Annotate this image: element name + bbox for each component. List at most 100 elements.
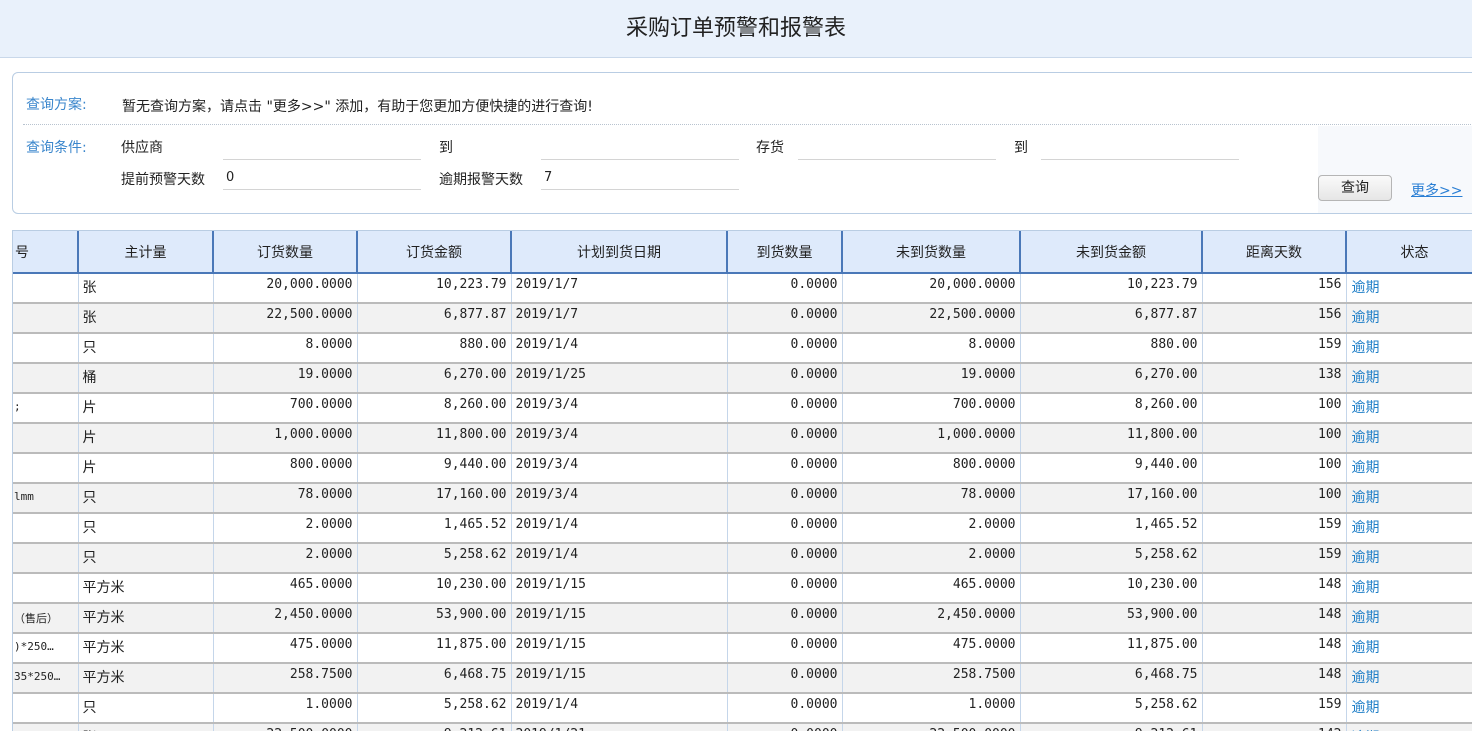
- search-button[interactable]: 查询: [1318, 175, 1392, 201]
- arrived-qty-cell: 0.0000: [727, 303, 843, 334]
- arrived-qty-cell: 0.0000: [727, 513, 843, 544]
- code-cell: lmm: [13, 483, 79, 514]
- col-header-unarrived-amount[interactable]: 未到货金额: [1020, 231, 1203, 274]
- status-link[interactable]: 逾期: [1346, 723, 1472, 731]
- arrived-qty-cell: 0.0000: [727, 453, 843, 484]
- col-header-order-amount[interactable]: 订货金额: [357, 231, 512, 274]
- days-cell: 100: [1202, 393, 1347, 424]
- unarrived-qty-cell: 1.0000: [842, 693, 1021, 724]
- table-row[interactable]: 只 1.0000 5,258.62 2019/1/4 0.0000 1.0000 5,258…: [13, 693, 1472, 724]
- unit-cell: 张: [78, 273, 214, 304]
- table-row[interactable]: 只 8.0000 880.00 2019/1/4 0.0000 8.0000 880.00 1…: [13, 333, 1472, 364]
- unarrived-qty-cell: 475.0000: [842, 633, 1021, 664]
- code-cell: [13, 363, 79, 394]
- order-amount-cell: 880.00: [357, 333, 512, 364]
- col-header-status[interactable]: 状态: [1346, 231, 1472, 274]
- stock-to-input[interactable]: [1041, 136, 1239, 160]
- unarrived-amount-cell: 11,800.00: [1020, 423, 1203, 454]
- unarrived-amount-cell: 6,468.75: [1020, 663, 1203, 694]
- table-row[interactable]: 35*250… 平方米 258.7500 6,468.75 2019/1/15 0.000…: [13, 663, 1472, 694]
- col-header-planned-date[interactable]: 计划到货日期: [511, 231, 728, 274]
- more-link[interactable]: 更多>>: [1411, 183, 1463, 199]
- status-link[interactable]: 逾期: [1346, 633, 1472, 664]
- stock-input[interactable]: [798, 136, 996, 160]
- col-header-days[interactable]: 距离天数: [1202, 231, 1347, 274]
- status-link[interactable]: 逾期: [1346, 693, 1472, 724]
- status-link[interactable]: 逾期: [1346, 483, 1472, 514]
- supplier-to-input[interactable]: [541, 136, 739, 160]
- planned-date-cell: 2019/1/7: [511, 273, 728, 304]
- code-cell: )*250…: [13, 633, 79, 664]
- order-amount-cell: 6,468.75: [357, 663, 512, 694]
- stock-label: 存货: [756, 140, 784, 156]
- unarrived-qty-cell: 2.0000: [842, 543, 1021, 574]
- status-link[interactable]: 逾期: [1346, 333, 1472, 364]
- overdue-days-input[interactable]: 7: [541, 166, 739, 190]
- status-link[interactable]: 逾期: [1346, 273, 1472, 304]
- order-qty-cell: 2.0000: [213, 543, 358, 574]
- unit-cell: 平方米: [78, 573, 214, 604]
- table-row[interactable]: 桶 19.0000 6,270.00 2019/1/25 0.0000 19.0000 6,…: [13, 363, 1472, 394]
- status-link[interactable]: 逾期: [1346, 393, 1472, 424]
- days-cell: 156: [1202, 273, 1347, 304]
- status-link[interactable]: 逾期: [1346, 363, 1472, 394]
- order-amount-cell: 6,270.00: [357, 363, 512, 394]
- unit-cell: 片: [78, 423, 214, 454]
- table-row[interactable]: （售后） 平方米 2,450.0000 53,900.00 2019/1/15 0.000…: [13, 603, 1472, 634]
- status-link[interactable]: 逾期: [1346, 573, 1472, 604]
- status-link[interactable]: 逾期: [1346, 513, 1472, 544]
- col-header-code[interactable]: 号: [13, 231, 79, 274]
- arrived-qty-cell: 0.0000: [727, 663, 843, 694]
- code-cell: [13, 273, 79, 304]
- order-qty-cell: 22,500.0000: [213, 303, 358, 334]
- status-link[interactable]: 逾期: [1346, 423, 1472, 454]
- table-row[interactable]: ; 片 700.0000 8,260.00 2019/3/4 0.0000 700.0000…: [13, 393, 1472, 424]
- order-qty-cell: 475.0000: [213, 633, 358, 664]
- table-row[interactable]: 片 800.0000 9,440.00 2019/3/4 0.0000 800.0000 9…: [13, 453, 1472, 484]
- planned-date-cell: 2019/3/4: [511, 453, 728, 484]
- planned-date-cell: 2019/1/7: [511, 303, 728, 334]
- table-row[interactable]: lmm 只 78.0000 17,160.00 2019/3/4 0.0000 78.000…: [13, 483, 1472, 514]
- table-row[interactable]: 张 20,000.0000 10,223.79 2019/1/7 0.0000 20,00…: [13, 273, 1472, 304]
- code-cell: [13, 303, 79, 334]
- planned-date-cell: 2019/1/4: [511, 333, 728, 364]
- arrived-qty-cell: 0.0000: [727, 423, 843, 454]
- status-link[interactable]: 逾期: [1346, 453, 1472, 484]
- arrived-qty-cell: 0.0000: [727, 543, 843, 574]
- table-row[interactable]: 只 2.0000 1,465.52 2019/1/4 0.0000 2.0000 1,465…: [13, 513, 1472, 544]
- unit-cell: 平方米: [78, 663, 214, 694]
- advance-days-input[interactable]: 0: [223, 166, 421, 190]
- arrived-qty-cell: 0.0000: [727, 333, 843, 364]
- col-header-unit[interactable]: 主计量: [78, 231, 214, 274]
- code-cell: [13, 693, 79, 724]
- status-link[interactable]: 逾期: [1346, 603, 1472, 634]
- unarrived-qty-cell: 800.0000: [842, 453, 1021, 484]
- unarrived-amount-cell: 6,877.87: [1020, 303, 1203, 334]
- supplier-label: 供应商: [121, 140, 163, 156]
- table-row[interactable]: )*250… 平方米 475.0000 11,875.00 2019/1/15 0.000…: [13, 633, 1472, 664]
- arrived-qty-cell: 0.0000: [727, 603, 843, 634]
- supplier-input[interactable]: [223, 136, 421, 160]
- unit-cell: 只: [78, 693, 214, 724]
- order-qty-cell: 2.0000: [213, 513, 358, 544]
- arrived-qty-cell: 0.0000: [727, 723, 843, 731]
- table-row[interactable]: 平方米 465.0000 10,230.00 2019/1/15 0.0000 465.0…: [13, 573, 1472, 604]
- unarrived-amount-cell: 10,223.79: [1020, 273, 1203, 304]
- table-row[interactable]: 只 2.0000 5,258.62 2019/1/4 0.0000 2.0000 5,258…: [13, 543, 1472, 574]
- table-row[interactable]: 张 22,500.0000 6,877.87 2019/1/7 0.0000 22,500…: [13, 303, 1472, 334]
- unarrived-qty-cell: 22,500.0000: [842, 723, 1021, 731]
- unarrived-qty-cell: 19.0000: [842, 363, 1021, 394]
- col-header-arrived-qty[interactable]: 到货数量: [727, 231, 843, 274]
- col-header-order-qty[interactable]: 订货数量: [213, 231, 358, 274]
- code-cell: ;: [13, 393, 79, 424]
- arrived-qty-cell: 0.0000: [727, 573, 843, 604]
- status-link[interactable]: 逾期: [1346, 663, 1472, 694]
- col-header-unarrived-qty[interactable]: 未到货数量: [842, 231, 1021, 274]
- arrived-qty-cell: 0.0000: [727, 633, 843, 664]
- table-row[interactable]: 张22,500.00009,212.612019/1/210.000022,50…: [13, 723, 1472, 731]
- table-row[interactable]: 片 1,000.0000 11,800.00 2019/3/4 0.0000 1,000.…: [13, 423, 1472, 454]
- status-link[interactable]: 逾期: [1346, 303, 1472, 334]
- advance-days-label: 提前预警天数: [121, 172, 205, 188]
- status-link[interactable]: 逾期: [1346, 543, 1472, 574]
- days-cell: 100: [1202, 483, 1347, 514]
